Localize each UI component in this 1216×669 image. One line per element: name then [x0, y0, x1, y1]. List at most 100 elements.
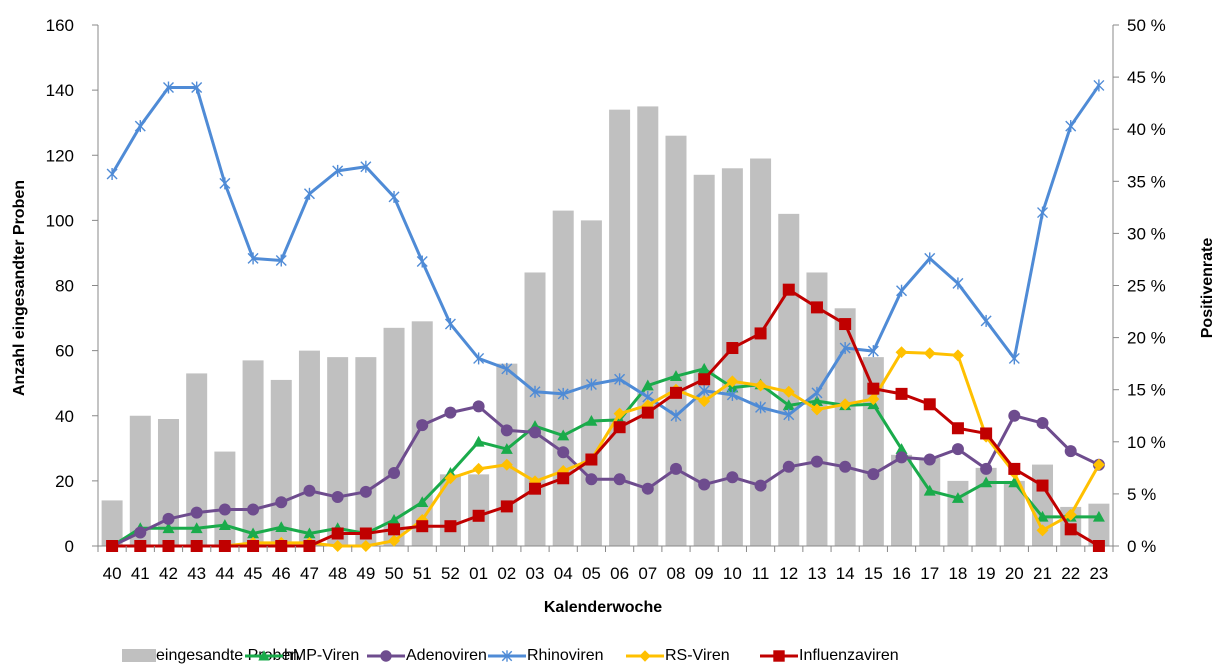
x-tick-label: 10 — [723, 564, 742, 583]
point-adenoviren-42 — [162, 512, 175, 525]
point-adenoviren-52 — [444, 406, 457, 419]
point-influenzaviren-16 — [895, 387, 908, 400]
point-rhinoviren-04 — [557, 387, 569, 400]
legend-item-influenzaviren: Influenzaviren — [760, 647, 899, 664]
bar-16 — [891, 454, 913, 546]
point-influenzaviren-06 — [613, 421, 626, 434]
point-hmp-viren-01 — [472, 435, 485, 447]
point-rs-viren-23 — [1092, 458, 1105, 471]
point-adenoviren-04 — [557, 446, 570, 459]
point-rhinoviren-11 — [755, 401, 767, 414]
point-adenoviren-01 — [472, 400, 485, 413]
point-adenoviren-10 — [726, 471, 739, 484]
point-influenzaviren-41 — [134, 540, 147, 552]
point-rhinoviren-41 — [134, 120, 146, 133]
x-tick-label: 09 — [695, 564, 714, 583]
x-tick-label: 40 — [103, 564, 122, 583]
point-rhinoviren-01 — [473, 352, 485, 365]
bar-49 — [355, 357, 377, 546]
point-influenzaviren-03 — [529, 482, 542, 495]
bar-52 — [439, 474, 461, 546]
bar-42 — [157, 419, 179, 546]
legend-swatch — [122, 649, 156, 662]
bar-50 — [383, 327, 405, 546]
point-rhinoviren-03 — [529, 385, 541, 398]
legend-item-hmp-viren: hMP-Viren — [245, 647, 359, 664]
x-tick-label: 49 — [356, 564, 375, 583]
point-influenzaviren-08 — [669, 386, 682, 399]
bar-43 — [186, 373, 208, 546]
point-hmp-viren-50 — [388, 513, 401, 525]
bar-23 — [1088, 503, 1110, 546]
point-rs-viren-22 — [1064, 508, 1077, 521]
x-tick-label: 06 — [610, 564, 629, 583]
left-tick-label: 140 — [46, 81, 74, 100]
point-hmp-viren-16 — [895, 443, 908, 454]
point-rhinoviren-13 — [811, 386, 823, 399]
right-tick-label: 5 % — [1127, 485, 1156, 504]
point-rs-viren-12 — [782, 385, 795, 398]
x-tick-label: 48 — [328, 564, 347, 583]
legend-label: Influenzaviren — [799, 647, 899, 664]
point-hmp-viren-23 — [1092, 510, 1105, 522]
x-tick-label: 23 — [1089, 564, 1108, 583]
point-hmp-viren-43 — [190, 522, 203, 534]
point-influenzaviren-21 — [1036, 479, 1049, 492]
point-adenoviren-41 — [134, 526, 147, 539]
x-tick-label: 16 — [892, 564, 911, 583]
point-influenzaviren-49 — [359, 527, 372, 540]
x-tick-label: 05 — [582, 564, 601, 583]
point-influenzaviren-47 — [303, 540, 316, 552]
x-axis-ticks: 40 41 42 43 44 45 46 47 48 49 50 51 52 01 02 03 04 05 06 07… — [97, 546, 1114, 583]
point-rs-viren-21 — [1036, 524, 1049, 537]
right-tick-label: 40 % — [1127, 120, 1166, 139]
point-rhinoviren-12 — [783, 408, 795, 421]
point-influenzaviren-12 — [782, 283, 795, 296]
point-hmp-viren-12 — [782, 399, 795, 411]
point-influenzaviren-13 — [810, 301, 823, 314]
point-influenzaviren-19 — [980, 427, 993, 440]
right-tick-label: 20 % — [1127, 329, 1166, 348]
point-hmp-viren-51 — [416, 496, 429, 508]
line-series-group — [106, 79, 1105, 552]
point-influenzaviren-17 — [923, 398, 936, 411]
right-y-axis-title: Positivenrate — [1199, 238, 1216, 339]
point-rs-viren-50 — [388, 534, 401, 547]
point-adenoviren-51 — [416, 419, 429, 432]
point-hmp-viren-46 — [275, 521, 288, 533]
series-adenoviren — [106, 400, 1105, 552]
point-adenoviren-15 — [867, 468, 880, 481]
series-line-hmp-viren — [111, 367, 1099, 548]
point-rhinoviren-50 — [388, 190, 400, 203]
bar-45 — [242, 360, 264, 546]
x-axis-title: Kalenderwoche — [544, 599, 662, 616]
point-rs-viren-10 — [726, 375, 739, 388]
legend-item-rs-viren: RS-Viren — [626, 647, 730, 664]
bar-51 — [411, 321, 433, 546]
point-hmp-viren-47 — [303, 527, 316, 539]
right-tick-label: 0 % — [1127, 537, 1156, 556]
right-tick-label: 10 % — [1127, 433, 1166, 452]
point-adenoviren-17 — [923, 453, 936, 466]
point-hmp-viren-09 — [698, 362, 711, 374]
right-tick-label: 45 % — [1127, 68, 1166, 87]
bar-02 — [496, 363, 518, 546]
left-tick-label: 20 — [55, 472, 74, 491]
series-influenzaviren — [106, 283, 1105, 552]
point-adenoviren-20 — [1008, 409, 1021, 422]
point-adenoviren-50 — [388, 467, 401, 480]
point-influenzaviren-11 — [754, 327, 767, 340]
left-y-axis-title: Anzahl eingesandter Proben — [11, 180, 28, 396]
point-rhinoviren-14 — [839, 342, 851, 355]
bar-20 — [1003, 480, 1025, 547]
point-rs-viren-17 — [923, 347, 936, 360]
point-hmp-viren-05 — [585, 414, 598, 426]
point-rhinoviren-40 — [106, 168, 118, 181]
point-influenzaviren-46 — [275, 540, 288, 552]
point-hmp-viren-21 — [1036, 510, 1049, 522]
point-adenoviren-46 — [275, 496, 288, 509]
point-influenzaviren-50 — [388, 523, 401, 536]
point-rhinoviren-08 — [670, 409, 682, 422]
bar-41 — [129, 415, 151, 546]
